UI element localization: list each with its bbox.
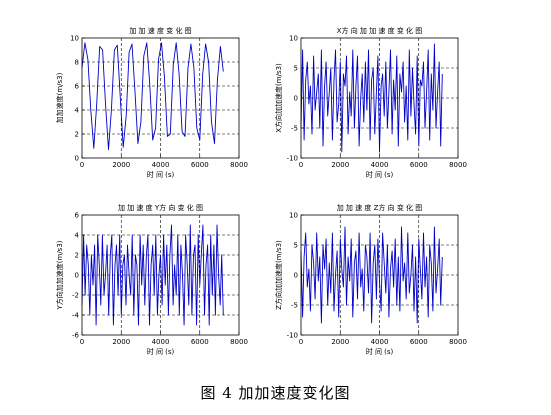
x-tick-label: 2000 [331,338,349,346]
x-tick-label: 0 [80,161,84,169]
y-tick-label: 0 [75,272,79,280]
y-tick-label: 4 [75,232,80,240]
figure-caption: 图 4 加加速度变化图 [200,384,351,402]
series-line-1 [81,42,224,151]
y-tick-label: 10 [289,212,298,220]
y-tick-label: 6 [75,212,80,220]
chart-title: 加 加 速 度 Y方 向 变 化 图 [118,203,203,212]
x-axis-label: 时 间 (s) [147,170,175,179]
y-tick-label: 2 [75,252,79,260]
x-tick-label: 2000 [331,161,349,169]
y-tick-label: 6 [75,83,80,91]
chart-title: 加 加 速 度 Z方 向 变 化 图 [337,203,423,212]
x-tick-label: 0 [80,338,84,346]
y-axis-label: Y方向加加速度(m/s3) [55,240,64,310]
x-tick-label: 6000 [191,338,209,346]
x-tick-label: 4000 [152,338,170,346]
chart-1-total-jerk: 0 2000 4000 6000 8000 0 2 4 6 8 10 加 加 速 度 变 化 图时 间… [55,26,248,179]
y-axis-label: 加加速度(m/s3) [55,72,64,123]
y-axis-label: Z方向加加速度(m/s3) [274,240,283,310]
x-tick-label: 6000 [410,161,428,169]
chart-title: 加 加 速 度 变 化 图 [129,26,191,35]
chart-title: X方 向 加 加 速 度 变 化 图 [337,26,423,35]
x-tick-label: 8000 [230,338,248,346]
x-tick-label: 2000 [112,161,130,169]
y-tick-label: 2 [75,131,79,139]
x-axis-label: 时 间 (s) [366,347,394,356]
x-axis-label: 时 间 (s) [366,170,394,179]
y-tick-label: 0 [75,155,79,163]
y-tick-label: -5 [291,125,298,133]
y-tick-label: 10 [70,35,79,43]
y-tick-label: -10 [287,155,298,163]
y-tick-label: 5 [294,65,298,73]
x-tick-label: 4000 [371,338,389,346]
y-tick-label: -6 [72,332,80,340]
y-tick-label: 0 [294,95,298,103]
series-line-1 [81,224,224,326]
y-tick-label: 4 [75,107,80,115]
x-tick-label: 6000 [191,161,209,169]
x-axis-label: 时 间 (s) [147,347,175,356]
y-tick-label: 5 [294,242,298,250]
x-tick-label: 6000 [410,338,428,346]
y-tick-label: -4 [72,312,80,320]
series-line-1 [300,43,443,153]
x-tick-label: 8000 [449,338,467,346]
chart-2-x-jerk: 0 2000 4000 6000 8000 -10 -5 0 5 10 X方 向 加 加 速 度 变… [274,26,467,179]
x-tick-label: 8000 [230,161,248,169]
y-axis-label: X方向加加速度(m/s3) [274,63,283,133]
y-tick-label: -5 [291,302,298,310]
x-tick-label: 0 [299,338,303,346]
chart-3-y-jerk: 0 2000 4000 6000 8000 -6 -4 -2 0 2 4 6 加 加 速 度 Y方 向 … [55,203,248,356]
y-tick-label: 0 [294,272,298,280]
x-tick-label: 8000 [449,161,467,169]
y-tick-label: -10 [287,332,298,340]
y-tick-label: 10 [289,35,298,43]
x-tick-label: 2000 [112,338,130,346]
x-tick-label: 0 [299,161,303,169]
y-tick-label: -2 [72,292,79,300]
y-tick-label: 8 [75,59,79,67]
x-tick-label: 4000 [371,161,389,169]
x-tick-label: 4000 [152,161,170,169]
chart-4-z-jerk: 0 2000 4000 6000 8000 -10 -5 0 5 10 加 加 速 度 Z方 向 变… [274,203,467,356]
series-line-1 [300,226,443,324]
